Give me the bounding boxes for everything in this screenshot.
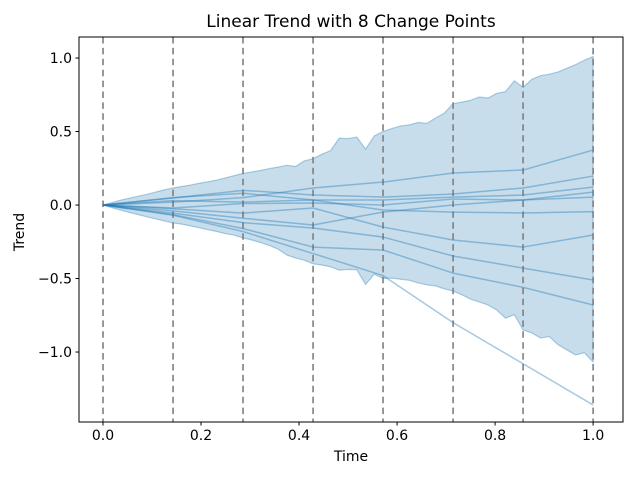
- y-tick-label: −0.5: [38, 272, 72, 288]
- x-tick-label: 0.4: [288, 428, 310, 444]
- y-axis-label: Trend: [12, 213, 28, 252]
- y-tick-label: 0.0: [50, 198, 72, 214]
- trend-line-1: [102, 149, 594, 206]
- trend-line-6: [102, 192, 594, 214]
- axes-frame: [78, 36, 624, 423]
- trend-line-4: [102, 191, 594, 209]
- x-tick-label: 1.0: [582, 428, 604, 444]
- y-tick-label: −1.0: [38, 345, 72, 361]
- y-tick-label: 1.0: [50, 51, 72, 67]
- trend-line-8: [102, 204, 594, 281]
- y-tick-label: 0.5: [50, 125, 72, 141]
- trend-line-9: [102, 204, 594, 306]
- trend-line-7: [102, 204, 594, 248]
- x-tick-label: 0.2: [190, 428, 212, 444]
- plot-area: 0.0 0.2 0.4 0.6 0.8 1.0 1.0 0.5 0.0 −0.5 −1.0: [38, 36, 624, 444]
- trend-line-10: [102, 204, 594, 406]
- x-tick-label: 0.0: [92, 428, 114, 444]
- trend-line-3: [102, 186, 594, 206]
- x-axis-label: Time: [333, 449, 368, 465]
- confidence-band: [102, 55, 594, 363]
- x-tick-label: 0.6: [386, 428, 408, 444]
- x-tick-label: 0.8: [484, 428, 506, 444]
- trend-line-5: [102, 196, 594, 226]
- chart-title: Linear Trend with 8 Change Points: [206, 12, 496, 32]
- trend-line-2: [102, 175, 594, 206]
